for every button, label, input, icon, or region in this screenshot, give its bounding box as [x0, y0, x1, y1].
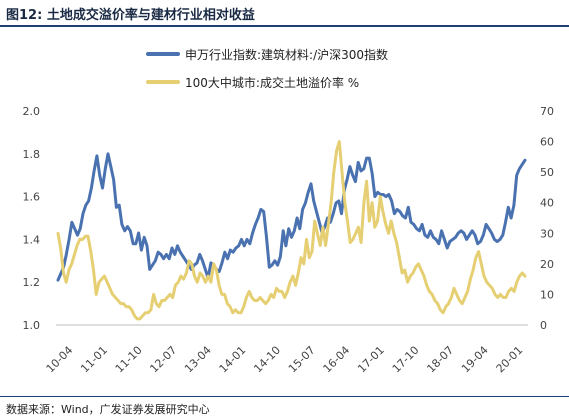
y-right-tick-label: 10 — [540, 288, 554, 301]
y-left-tick-label: 1.0 — [23, 319, 41, 332]
x-tick-label: 11-01 — [78, 344, 110, 376]
chart-series — [56, 140, 527, 321]
y-right-tick-label: 50 — [540, 166, 554, 179]
x-tick-label: 14-10 — [251, 344, 283, 376]
y-left-tick-label: 2.0 — [23, 105, 41, 118]
y-right-tick-label: 60 — [540, 136, 554, 149]
figure-title: 图12: 土地成交溢价率与建材行业相对收益 — [6, 8, 255, 23]
y-left-tick-label: 1.4 — [23, 233, 41, 246]
x-tick-label: 19-04 — [459, 344, 491, 376]
legend-label-2: 100大中城市:成交土地溢价率 % — [185, 75, 359, 90]
y-right-tick-label: 70 — [540, 105, 554, 118]
x-tick-label: 16-04 — [321, 344, 353, 376]
x-tick-label: 10-04 — [44, 344, 76, 376]
source-note: 数据来源：Wind，广发证券发展研究中心 — [6, 403, 210, 416]
y-left-tick-label: 1.6 — [23, 191, 41, 204]
y-right-tick-label: 40 — [540, 197, 554, 210]
x-tick-label: 18-07 — [424, 344, 456, 376]
source-divider — [0, 396, 569, 397]
y-left-tick-label: 1.2 — [23, 276, 41, 289]
x-tick-label: 17-01 — [355, 344, 387, 376]
x-tick-label: 17-10 — [390, 344, 422, 376]
y-right-tick-label: 0 — [540, 319, 547, 332]
y-right-tick-label: 20 — [540, 258, 554, 271]
x-tick-label: 12-07 — [147, 344, 179, 376]
title-divider — [0, 25, 569, 27]
x-tick-label: 20-01 — [494, 344, 526, 376]
x-tick-label: 14-01 — [217, 344, 249, 376]
x-tick-label: 15-07 — [286, 344, 318, 376]
y-right-tick-label: 30 — [540, 227, 554, 240]
x-tick-label: 11-10 — [113, 344, 145, 376]
x-tick-label: 13-04 — [182, 344, 214, 376]
series-line-1 — [56, 152, 527, 282]
legend-label-1: 申万行业指数:建筑材料:/沪深300指数 — [185, 47, 388, 62]
y-left-tick-label: 1.8 — [23, 148, 41, 161]
series-line-2 — [56, 140, 527, 321]
chart-legend: 申万行业指数:建筑材料:/沪深300指数 100大中城市:成交土地溢价率 % — [146, 47, 388, 90]
